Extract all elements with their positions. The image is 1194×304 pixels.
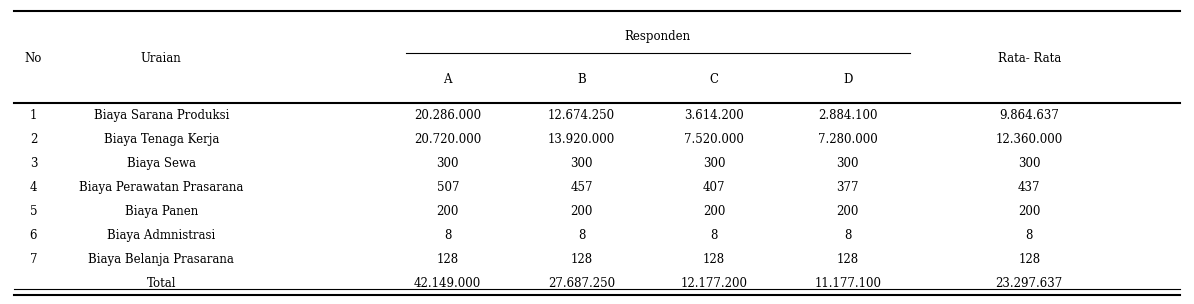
Text: 128: 128: [837, 253, 858, 266]
Text: D: D: [843, 73, 853, 86]
Text: 457: 457: [571, 181, 592, 194]
Text: 11.177.100: 11.177.100: [814, 277, 881, 290]
Text: 8: 8: [444, 229, 451, 242]
Text: 23.297.637: 23.297.637: [996, 277, 1063, 290]
Text: C: C: [709, 73, 719, 86]
Text: 20.720.000: 20.720.000: [414, 133, 481, 146]
Text: 507: 507: [437, 181, 458, 194]
Text: 4: 4: [30, 181, 37, 194]
Text: 128: 128: [437, 253, 458, 266]
Text: 20.286.000: 20.286.000: [414, 109, 481, 122]
Text: 6: 6: [30, 229, 37, 242]
Text: 300: 300: [1018, 157, 1040, 170]
Text: 8: 8: [844, 229, 851, 242]
Text: Biaya Admnistrasi: Biaya Admnistrasi: [107, 229, 215, 242]
Text: 2.884.100: 2.884.100: [818, 109, 878, 122]
Text: A: A: [443, 73, 453, 86]
Text: B: B: [577, 73, 586, 86]
Text: 300: 300: [571, 157, 592, 170]
Text: Biaya Sewa: Biaya Sewa: [127, 157, 196, 170]
Text: 200: 200: [1018, 205, 1040, 218]
Text: 128: 128: [571, 253, 592, 266]
Text: 12.177.200: 12.177.200: [681, 277, 747, 290]
Text: Rata- Rata: Rata- Rata: [998, 52, 1060, 64]
Text: 377: 377: [837, 181, 858, 194]
Text: 200: 200: [437, 205, 458, 218]
Text: 3.614.200: 3.614.200: [684, 109, 744, 122]
Text: 300: 300: [437, 157, 458, 170]
Text: Total: Total: [147, 277, 176, 290]
Text: 9.864.637: 9.864.637: [999, 109, 1059, 122]
Text: 128: 128: [703, 253, 725, 266]
Text: 5: 5: [30, 205, 37, 218]
Text: 1: 1: [30, 109, 37, 122]
Text: No: No: [25, 52, 42, 64]
Text: 3: 3: [30, 157, 37, 170]
Text: Biaya Belanja Prasarana: Biaya Belanja Prasarana: [88, 253, 234, 266]
Text: 437: 437: [1018, 181, 1040, 194]
Text: 7.280.000: 7.280.000: [818, 133, 878, 146]
Text: 7.520.000: 7.520.000: [684, 133, 744, 146]
Text: 12.674.250: 12.674.250: [548, 109, 615, 122]
Text: 407: 407: [703, 181, 725, 194]
Text: 8: 8: [578, 229, 585, 242]
Text: 2: 2: [30, 133, 37, 146]
Text: 27.687.250: 27.687.250: [548, 277, 615, 290]
Text: 128: 128: [1018, 253, 1040, 266]
Text: Biaya Panen: Biaya Panen: [124, 205, 198, 218]
Text: Biaya Perawatan Prasarana: Biaya Perawatan Prasarana: [79, 181, 244, 194]
Text: 8: 8: [1026, 229, 1033, 242]
Text: 200: 200: [571, 205, 592, 218]
Text: 200: 200: [703, 205, 725, 218]
Text: 7: 7: [30, 253, 37, 266]
Text: Uraian: Uraian: [141, 52, 181, 64]
Text: 13.920.000: 13.920.000: [548, 133, 615, 146]
Text: 300: 300: [837, 157, 858, 170]
Text: 12.360.000: 12.360.000: [996, 133, 1063, 146]
Text: 8: 8: [710, 229, 718, 242]
Text: Biaya Sarana Produksi: Biaya Sarana Produksi: [93, 109, 229, 122]
Text: Biaya Tenaga Kerja: Biaya Tenaga Kerja: [104, 133, 219, 146]
Text: 42.149.000: 42.149.000: [414, 277, 481, 290]
Text: 300: 300: [703, 157, 725, 170]
Text: 200: 200: [837, 205, 858, 218]
Text: Responden: Responden: [624, 30, 691, 43]
